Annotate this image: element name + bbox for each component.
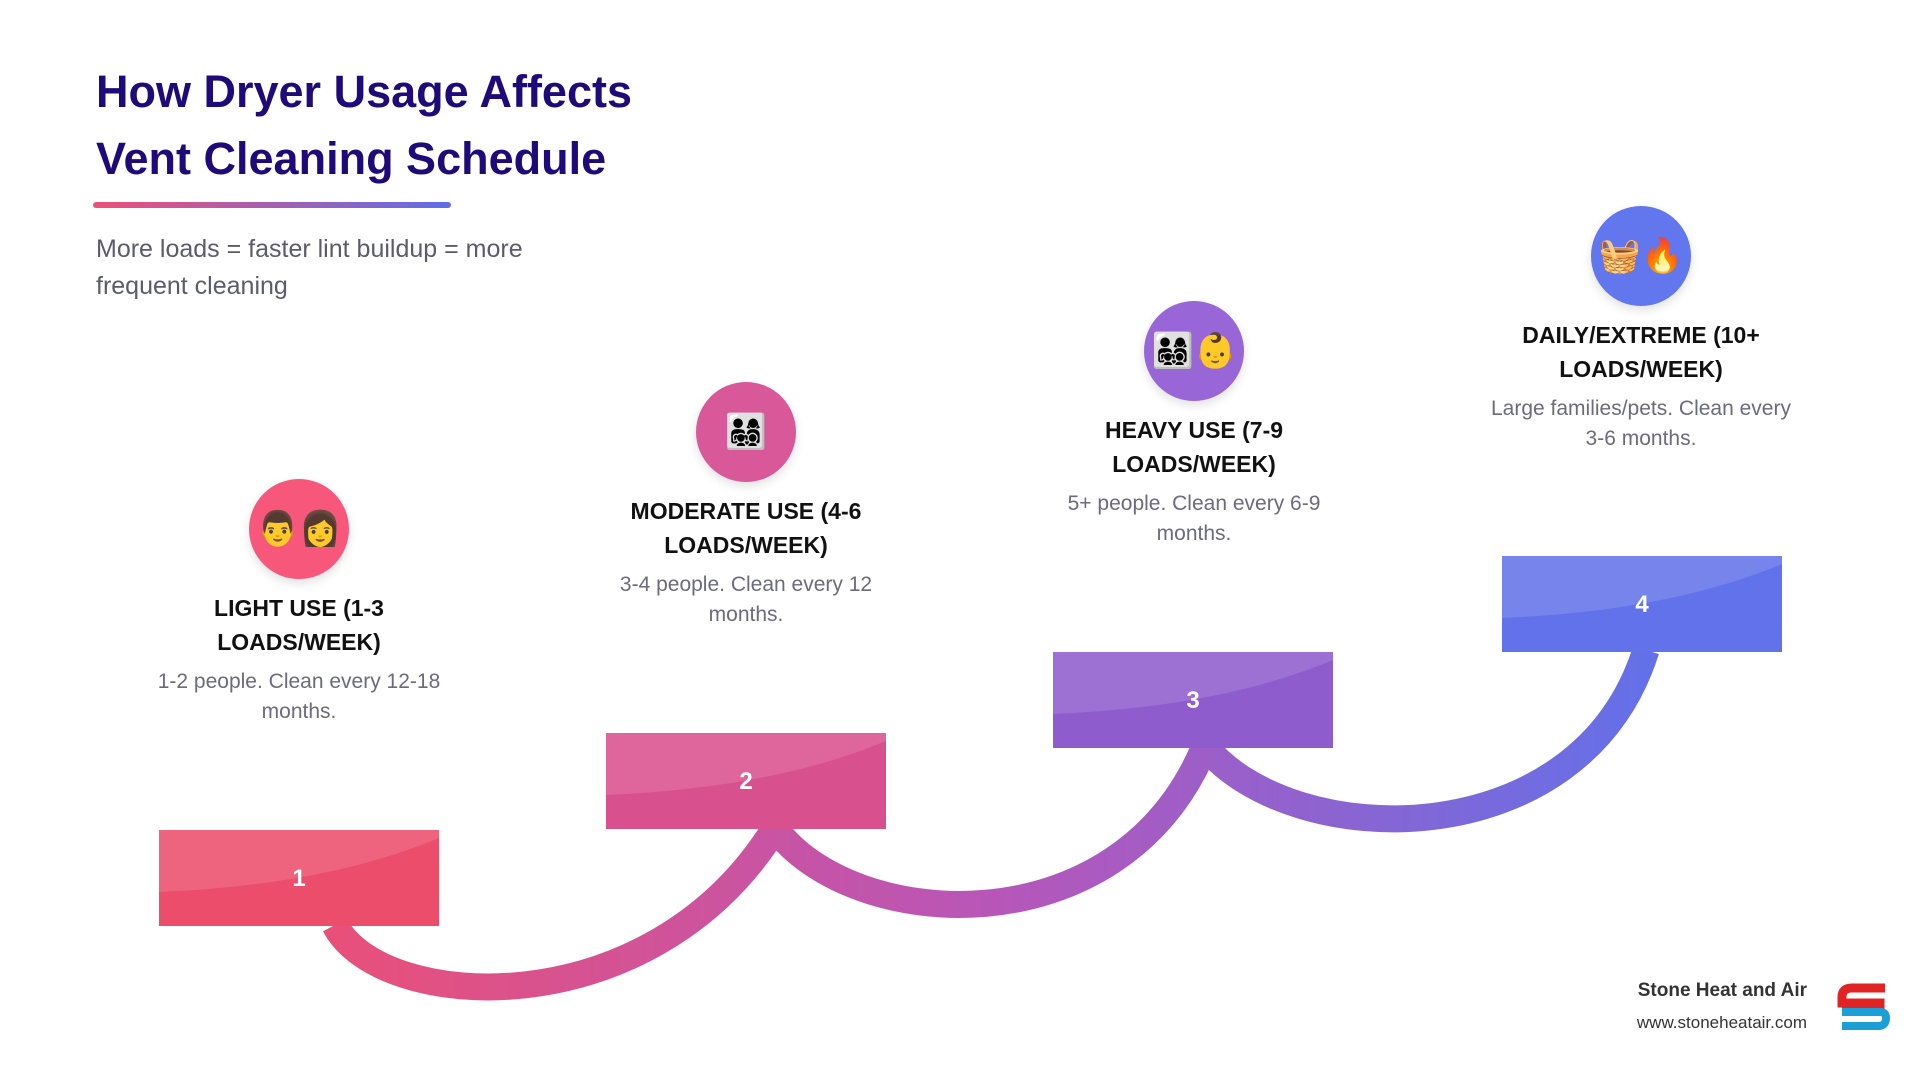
box-highlight xyxy=(1053,652,1333,714)
connector-curve xyxy=(323,645,1659,1001)
title: How Dryer Usage Affects Vent Cleaning Sc… xyxy=(96,66,633,184)
subtitle: More loads = faster lint buildup = more … xyxy=(96,235,523,300)
company-url: www.stoneheatair.com xyxy=(1636,1013,1807,1032)
title-underline xyxy=(93,202,451,208)
step-number: 4 xyxy=(1635,591,1649,618)
step-icon: 🧺🔥 xyxy=(1591,206,1691,306)
step-box xyxy=(1053,652,1333,748)
company-name: Stone Heat and Air xyxy=(1637,980,1807,1001)
step-icon: 👨👩 xyxy=(249,479,349,579)
step-icon: 👨‍👩‍👧‍👦 xyxy=(696,382,796,482)
box-highlight xyxy=(606,733,886,795)
step-description: 5+ people. Clean every 6-9 months. xyxy=(1067,492,1321,545)
step-description: 3-4 people. Clean every 12 months. xyxy=(619,573,873,626)
step-box xyxy=(1502,556,1782,652)
step-description: Large families/pets. Clean every 3-6 mon… xyxy=(1491,397,1791,450)
step-description: 1-2 people. Clean every 12-18 months. xyxy=(157,670,441,723)
step-title: HEAVY USE (7-9 LOADS/WEEK) xyxy=(1104,417,1284,477)
step-box xyxy=(159,830,439,926)
step-title: LIGHT USE (1-3 LOADS/WEEK) xyxy=(214,595,384,655)
step-icon: 👨‍👩‍👧‍👦👶 xyxy=(1144,301,1244,401)
box-highlight xyxy=(159,830,439,892)
step-number: 1 xyxy=(292,865,305,892)
box-highlight xyxy=(1502,556,1782,618)
step-box xyxy=(606,733,886,829)
step-number: 2 xyxy=(739,768,752,795)
step-title: MODERATE USE (4-6 LOADS/WEEK) xyxy=(630,498,862,558)
logo xyxy=(1837,983,1891,1030)
step-title: DAILY/EXTREME (10+ LOADS/WEEK) xyxy=(1522,322,1760,382)
step-number: 3 xyxy=(1186,687,1199,714)
